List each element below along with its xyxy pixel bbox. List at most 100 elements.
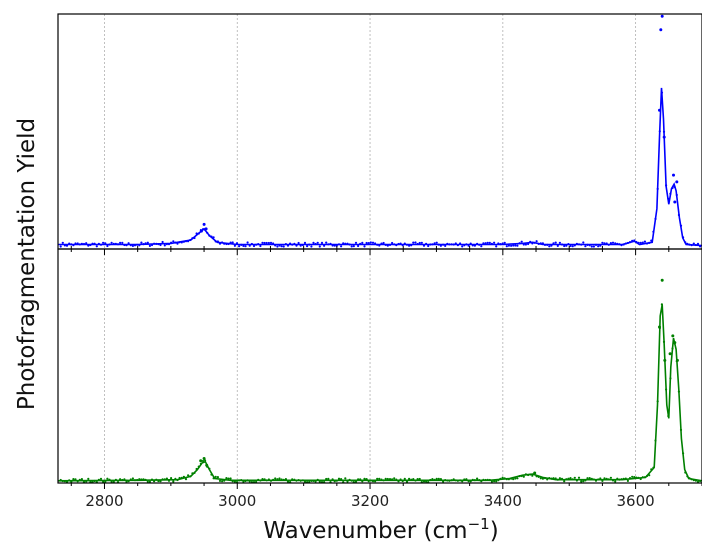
top-data-point bbox=[133, 244, 137, 247]
top-data-point bbox=[165, 243, 168, 246]
bottom-data-point bbox=[155, 478, 158, 481]
top-data-point bbox=[136, 243, 139, 246]
top-data-point bbox=[452, 243, 455, 246]
top-data-point bbox=[422, 244, 426, 247]
top-data-point bbox=[673, 185, 676, 188]
bottom-data-point bbox=[448, 479, 451, 482]
top-data-point bbox=[159, 243, 162, 247]
top-data-point bbox=[505, 245, 508, 248]
bottom-data-point bbox=[278, 477, 281, 480]
bottom-data-point bbox=[618, 478, 621, 481]
bottom-data-point bbox=[248, 480, 251, 483]
top-peak-point bbox=[202, 222, 206, 226]
bottom-data-point bbox=[167, 479, 171, 482]
bottom-peak-point bbox=[671, 334, 675, 338]
bottom-data-point bbox=[172, 480, 175, 483]
bottom-data-point bbox=[452, 478, 455, 481]
bottom-data-point bbox=[357, 478, 360, 481]
top-data-point bbox=[286, 244, 290, 247]
bottom-data-point bbox=[157, 479, 160, 483]
bottom-data-point bbox=[442, 480, 445, 483]
top-data-point bbox=[628, 241, 632, 244]
top-data-point bbox=[195, 232, 198, 235]
top-data-point bbox=[433, 242, 436, 245]
bottom-data-point bbox=[437, 477, 440, 480]
bottom-data-point bbox=[129, 478, 132, 481]
bottom-data-point bbox=[558, 477, 562, 480]
top-data-point bbox=[327, 243, 330, 246]
top-data-point bbox=[214, 240, 217, 243]
top-data-point bbox=[448, 243, 451, 246]
bottom-data-point bbox=[648, 474, 651, 477]
bottom-data-point bbox=[238, 479, 241, 482]
bottom-data-point bbox=[682, 452, 685, 455]
bottom-data-point bbox=[93, 479, 96, 483]
bottom-data-point bbox=[108, 478, 111, 481]
bottom-data-point bbox=[106, 477, 109, 480]
top-data-point bbox=[369, 241, 372, 244]
bottom-data-point bbox=[110, 480, 113, 483]
top-data-point bbox=[191, 237, 194, 240]
bottom-data-point bbox=[119, 478, 122, 481]
bottom-data-point bbox=[531, 474, 534, 477]
top-data-point bbox=[495, 245, 498, 248]
top-fit-group bbox=[58, 87, 702, 247]
bottom-data-point bbox=[195, 467, 198, 471]
bottom-data-point bbox=[505, 478, 508, 481]
frame-layer bbox=[57, 13, 702, 484]
top-data-point bbox=[193, 236, 196, 240]
top-data-point bbox=[635, 240, 638, 244]
top-data-point bbox=[620, 244, 623, 247]
bottom-data-point bbox=[282, 478, 285, 481]
bottom-data-point bbox=[114, 478, 117, 481]
top-data-point bbox=[484, 242, 487, 245]
top-data-point bbox=[308, 243, 311, 246]
bottom-data-point bbox=[660, 303, 664, 306]
top-data-point bbox=[473, 244, 476, 247]
top-data-point bbox=[692, 242, 695, 245]
bottom-data-point bbox=[261, 478, 264, 481]
bottom-peak-point bbox=[668, 352, 672, 356]
bottom-data-point bbox=[165, 477, 168, 480]
bottom-data-point bbox=[180, 476, 183, 479]
bottom-data-point bbox=[614, 480, 617, 483]
top-data-point bbox=[316, 241, 319, 244]
bottom-data-point bbox=[240, 479, 243, 482]
bottom-data-point bbox=[677, 390, 681, 393]
bottom-data-point bbox=[418, 477, 421, 481]
top-data-point bbox=[478, 243, 481, 246]
top-data-point bbox=[527, 242, 530, 246]
bottom-data-point bbox=[269, 479, 273, 482]
top-data-point bbox=[558, 241, 562, 244]
top-data-point bbox=[410, 244, 413, 247]
top-data-point bbox=[155, 242, 158, 245]
bottom-data-point bbox=[671, 347, 674, 350]
top-data-point bbox=[363, 245, 366, 248]
top-data-point bbox=[454, 242, 457, 245]
top-data-point bbox=[686, 242, 689, 245]
top-data-point bbox=[552, 242, 555, 245]
top-data-point bbox=[131, 244, 134, 247]
top-data-point bbox=[405, 243, 409, 246]
bottom-data-point bbox=[331, 478, 334, 481]
bottom-data-point bbox=[690, 478, 693, 481]
x-tick-label-3000: 3000 bbox=[218, 492, 256, 510]
top-data-point bbox=[337, 243, 341, 246]
top-panel-frame bbox=[57, 13, 702, 250]
bottom-data-point bbox=[522, 475, 525, 478]
top-data-point bbox=[85, 242, 88, 245]
top-data-point bbox=[161, 240, 164, 244]
bottom-data-point bbox=[227, 477, 230, 480]
bottom-data-point bbox=[144, 478, 147, 481]
top-data-point bbox=[399, 242, 402, 245]
top-data-point bbox=[435, 241, 438, 244]
bottom-data-point bbox=[514, 477, 517, 480]
top-data-point bbox=[618, 243, 621, 246]
bottom-data-point bbox=[310, 479, 313, 482]
top-data-point bbox=[550, 244, 553, 247]
top-data-point bbox=[74, 242, 77, 245]
bottom-data-point bbox=[233, 480, 236, 483]
bottom-data-point bbox=[575, 479, 579, 482]
top-data-point bbox=[450, 243, 453, 246]
top-data-point bbox=[650, 239, 653, 242]
